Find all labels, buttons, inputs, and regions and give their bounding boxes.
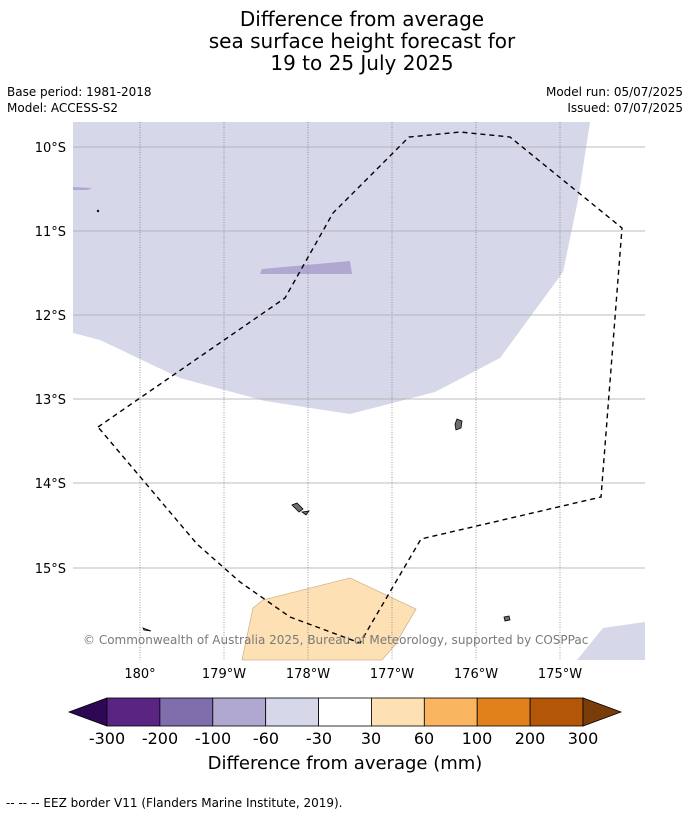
island-central	[291, 502, 304, 513]
positive-anomaly-region	[241, 577, 417, 661]
island-east	[454, 418, 463, 431]
lat-label: 13°S	[35, 393, 66, 408]
chart-title: Difference from average sea surface heig…	[0, 8, 690, 74]
colorbar-swatch	[318, 697, 372, 727]
model-text: Model: ACCESS-S2	[7, 101, 119, 115]
colorbar-swatch	[423, 697, 478, 727]
lon-label: 178°W	[286, 667, 330, 682]
small-negative-patch	[73, 187, 92, 190]
colorbar-tick-label: 300	[568, 729, 599, 748]
lat-label: 12°S	[35, 309, 66, 324]
colorbar-tick-label: 200	[515, 729, 546, 748]
colorbar-tick-label: -60	[253, 729, 279, 748]
colorbar-tick-label: -300	[89, 729, 125, 748]
eez-border	[96, 131, 623, 644]
colorbar-swatch	[476, 697, 531, 727]
colorbar-swatches	[106, 697, 584, 727]
colorbar-swatch	[529, 697, 584, 727]
island-central-small	[300, 510, 310, 516]
colorbar-ticks: -300 -200 -100 -60 -30 30 60 100 200 300	[89, 729, 598, 748]
island-southwest	[142, 627, 152, 632]
lon-label: 177°W	[370, 667, 414, 682]
colorbar-swatch	[265, 697, 319, 727]
title-line-1: Difference from average	[239, 7, 485, 31]
title-line-3: 19 to 25 July 2025	[270, 51, 454, 75]
colorbar-label: Difference from average (mm)	[207, 753, 483, 774]
title-line-2: sea surface height forecast for	[208, 29, 516, 53]
latitude-labels: 10°S 11°S 12°S 13°S 14°S 15°S	[35, 141, 66, 577]
colorbar-swatch	[106, 697, 161, 727]
meta-left: Base period: 1981-2018 Model: ACCESS-S2	[7, 84, 152, 116]
colorbar-tick-label: -30	[306, 729, 332, 748]
colorbar: -300 -200 -100 -60 -30 30 60 100 200 300	[67, 697, 623, 748]
model-run-text: Model run: 05/07/2025	[545, 85, 683, 99]
longitude-labels: 180° 179°W 178°W 177°W 176°W 175°W	[124, 667, 582, 682]
colorbar-tick-label: 30	[361, 729, 381, 748]
colorbar-swatch	[159, 697, 214, 727]
island-southeast	[503, 615, 511, 622]
lon-label: 180°	[124, 667, 155, 682]
lat-label: 14°S	[35, 477, 66, 492]
lon-label: 176°W	[454, 667, 498, 682]
longitude-gridlines	[139, 122, 561, 660]
southeast-negative-region	[577, 622, 645, 660]
eez-footnote: -- -- -- EEZ border V11 (Flanders Marine…	[6, 796, 343, 810]
island-northwest	[96, 209, 100, 213]
colorbar-tick-label: 100	[462, 729, 493, 748]
colorbar-swatch	[212, 697, 267, 727]
stronger-negative-patch	[260, 261, 352, 274]
issued-text: Issued: 07/07/2025	[567, 101, 683, 115]
lat-label: 11°S	[35, 225, 66, 240]
colorbar-swatch	[371, 697, 425, 727]
lat-label: 15°S	[35, 562, 66, 577]
copyright-notice: © Commonwealth of Australia 2025, Bureau…	[83, 633, 589, 647]
colorbar-tick-label: 60	[414, 729, 434, 748]
colorbar-tick-label: -100	[195, 729, 231, 748]
islands	[96, 209, 511, 632]
colorbar-under-arrow	[67, 697, 108, 727]
meta-right: Model run: 05/07/2025 Issued: 07/07/2025	[546, 84, 683, 116]
colorbar-tick-label: -200	[142, 729, 178, 748]
colorbar-over-arrow	[582, 697, 623, 727]
lon-label: 175°W	[538, 667, 582, 682]
latitude-gridlines	[73, 146, 645, 569]
lat-label: 10°S	[35, 141, 66, 156]
map-panel: 10°S 11°S 12°S 13°S 14°S 15°S 180° 179°W…	[35, 122, 645, 682]
base-period-text: Base period: 1981-2018	[7, 85, 152, 99]
lon-label: 179°W	[202, 667, 246, 682]
